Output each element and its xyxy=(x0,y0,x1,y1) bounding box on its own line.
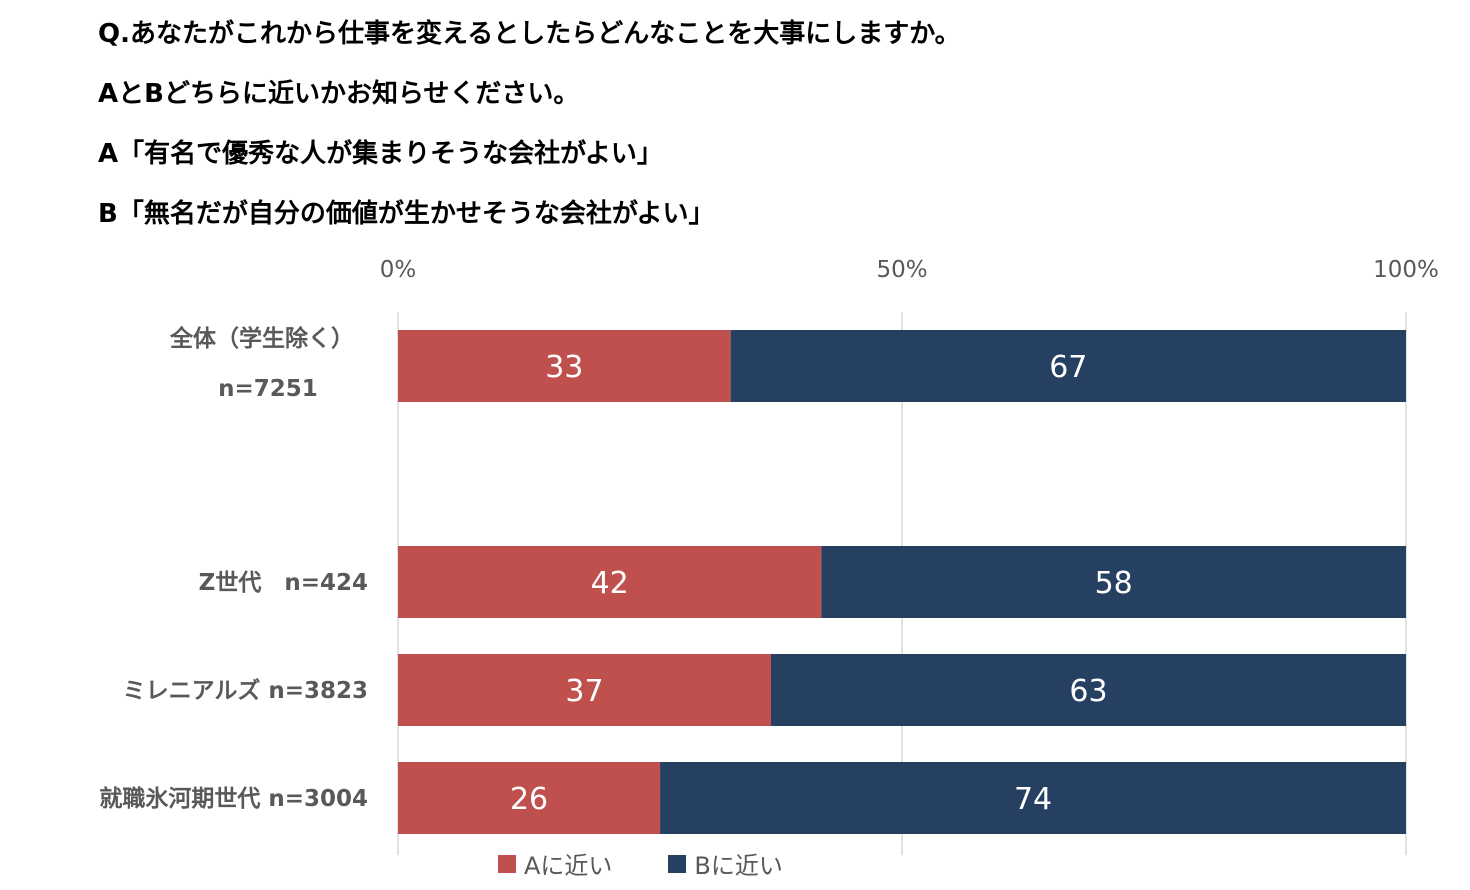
bar-segment xyxy=(398,546,822,618)
question-line-4: B「無名だが自分の価値が生かせそうな会社がよい」 xyxy=(98,199,715,229)
question-line-2: AとBどちらに近いかお知らせください。 xyxy=(98,79,580,109)
question-line-1: Q.あなたがこれから仕事を変えるとしたらどんなことを大事にしますか。 xyxy=(98,19,961,49)
legend-swatch-a xyxy=(498,854,516,873)
category-sample-size: n=7251 xyxy=(218,376,318,402)
bar-segment xyxy=(730,330,1406,402)
legend-label-b: Bに近い xyxy=(694,852,783,880)
bar-segment xyxy=(398,762,661,834)
category-label: 就職氷河期世代 n=3004 xyxy=(99,785,368,812)
bar-segment xyxy=(660,762,1406,834)
data-label: 58 xyxy=(1095,566,1133,601)
x-tick-label: 100% xyxy=(1373,257,1439,283)
bar-segment xyxy=(770,654,1406,726)
bar-segment xyxy=(398,330,731,402)
data-label: 37 xyxy=(565,674,603,709)
x-tick-label: 50% xyxy=(876,257,927,283)
data-label: 74 xyxy=(1014,782,1052,817)
question-line-3: A「有名で優秀な人が集まりそうな会社がよい」 xyxy=(98,139,663,169)
x-tick-label: 0% xyxy=(380,257,417,283)
bar-segment xyxy=(821,546,1406,618)
data-label: 26 xyxy=(510,782,548,817)
legend-label-a: Aに近い xyxy=(524,852,613,880)
data-label: 63 xyxy=(1069,674,1107,709)
bar-segment xyxy=(398,654,771,726)
data-label: 33 xyxy=(545,350,583,385)
category-label: 全体（学生除く） xyxy=(169,325,354,352)
chart-legend: Aに近い Bに近い xyxy=(498,846,783,881)
legend-item-a: Aに近い xyxy=(498,846,612,881)
data-label: 42 xyxy=(591,566,629,601)
legend-item-b: Bに近い xyxy=(668,846,783,881)
data-label: 67 xyxy=(1049,350,1087,385)
category-label: Z世代 n=424 xyxy=(199,570,368,596)
legend-swatch-b xyxy=(668,854,687,873)
category-label: ミレニアルズ n=3823 xyxy=(123,677,368,704)
